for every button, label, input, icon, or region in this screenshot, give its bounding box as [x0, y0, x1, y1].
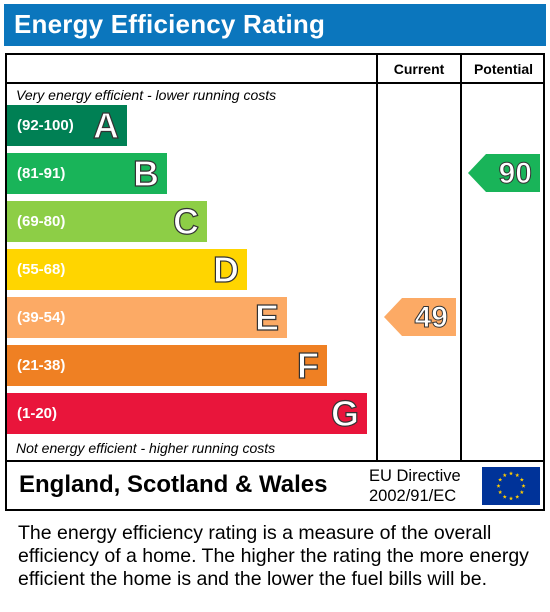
title-banner: Energy Efficiency Rating	[4, 4, 546, 46]
band-letter-label: A	[92, 104, 119, 146]
page-title: Energy Efficiency Rating	[14, 9, 326, 39]
flag-star-icon	[519, 477, 524, 482]
band-g: (1-20) G	[7, 392, 367, 435]
band-range-label: (39-54)	[17, 309, 66, 326]
band-a: (92-100) A	[7, 104, 127, 147]
top-caption: Very energy efficient - lower running co…	[16, 87, 277, 103]
band-letter-label: E	[254, 296, 279, 338]
column-header-current: Current	[393, 61, 445, 77]
directive-line-1: EU Directive	[369, 467, 461, 485]
flag-star-icon	[496, 483, 501, 488]
directive-line-2: 2002/91/EC	[369, 487, 457, 505]
column-divider-potential	[460, 53, 462, 461]
flag-star-icon	[521, 483, 526, 488]
flag-star-icon	[515, 494, 520, 499]
band-letter-label: F	[296, 344, 319, 386]
band-range-label: (55-68)	[17, 261, 66, 278]
band-letter-label: B	[132, 152, 159, 194]
footer-row-divider	[5, 460, 545, 462]
current-rating-arrow: 49	[384, 298, 456, 336]
column-divider-current	[376, 53, 378, 461]
region-label: England, Scotland & Wales	[19, 471, 328, 498]
bottom-caption: Not energy efficient - higher running co…	[16, 440, 276, 456]
header-row-divider	[5, 82, 545, 84]
band-b: (81-91) B	[7, 152, 167, 195]
band-range-label: (1-20)	[17, 405, 58, 422]
flag-star-icon	[498, 490, 503, 495]
flag-star-icon	[502, 494, 507, 499]
flag-star-icon	[498, 477, 503, 482]
current-rating-value: 49	[414, 301, 448, 335]
band-d: (55-68) D	[7, 248, 247, 291]
band-range-label: (81-91)	[17, 165, 66, 182]
flag-star-icon	[502, 472, 507, 477]
band-c: (69-80) C	[7, 200, 207, 243]
band-range-label: (92-100)	[17, 117, 74, 134]
band-f: (21-38) F	[7, 344, 327, 387]
flag-star-icon	[519, 490, 524, 495]
band-letter-label: D	[212, 248, 239, 290]
flag-star-icon	[508, 471, 514, 476]
eu-flag-icon	[482, 467, 540, 505]
flag-star-icon	[515, 472, 520, 477]
eu-directive: EU Directive 2002/91/EC	[369, 466, 461, 506]
band-letter-label: G	[330, 392, 359, 434]
band-letter-label: C	[172, 200, 199, 242]
band-range-label: (69-80)	[17, 213, 66, 230]
potential-rating-value: 90	[498, 157, 532, 191]
column-header-potential: Potential	[473, 61, 534, 77]
band-range-label: (21-38)	[17, 357, 66, 374]
band-e: (39-54) E	[7, 296, 287, 339]
rating-table-frame	[5, 53, 545, 511]
description-text: The energy efficiency rating is a measur…	[18, 522, 529, 590]
flag-star-icon	[508, 496, 514, 501]
